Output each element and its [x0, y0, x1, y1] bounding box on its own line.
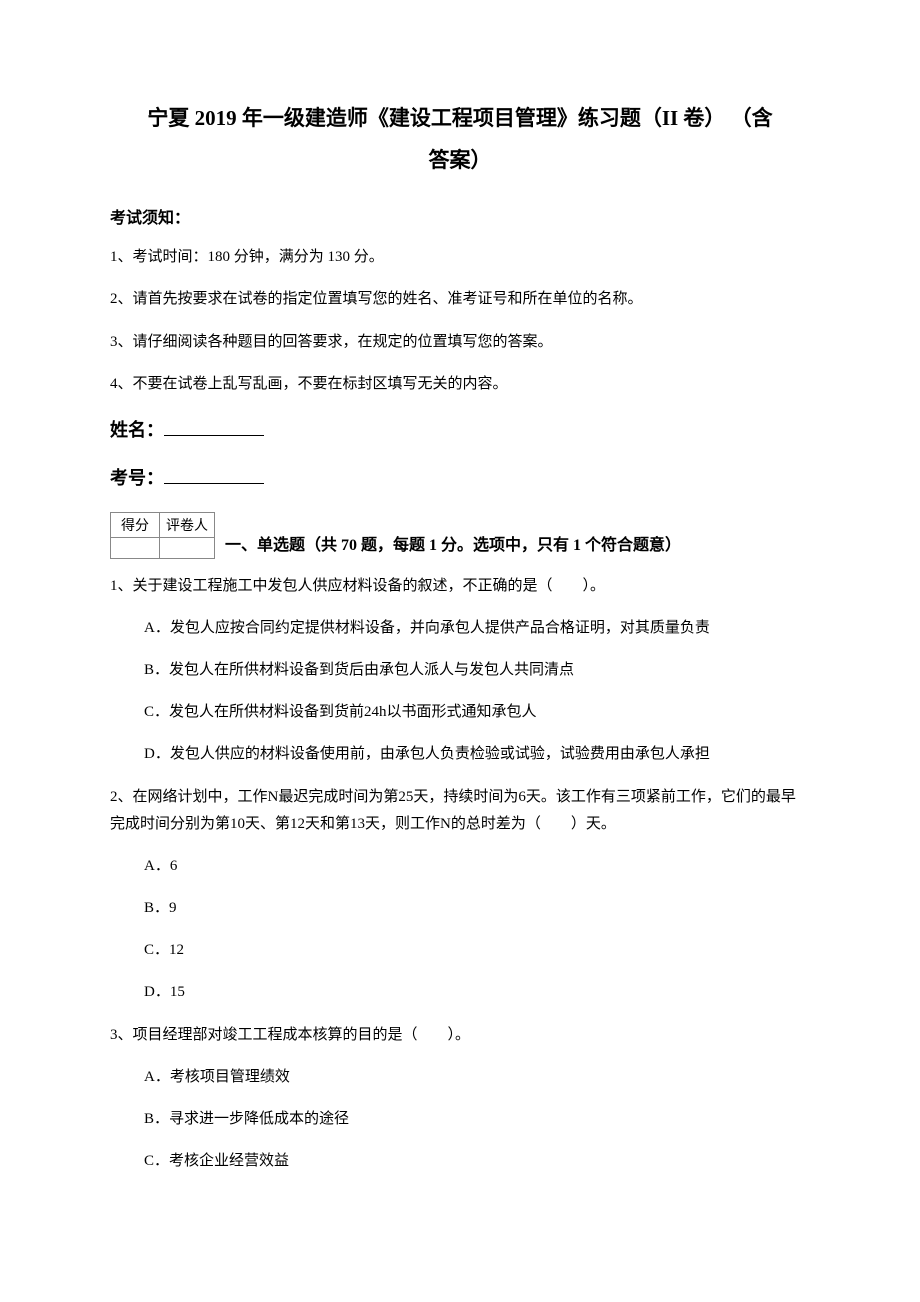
- question-option: C．考核企业经营效益: [144, 1149, 810, 1173]
- score-table: 得分 评卷人: [110, 512, 215, 559]
- question-stem: 3、项目经理部对竣工工程成本核算的目的是（ ）。: [110, 1022, 810, 1049]
- exam-page: 宁夏 2019 年一级建造师《建设工程项目管理》练习题（II 卷） （含 答案）…: [0, 0, 920, 1302]
- question-option: D．发包人供应的材料设备使用前，由承包人负责检验或试验，试验费用由承包人承担: [144, 742, 810, 766]
- instructions-header: 考试须知：: [110, 204, 810, 228]
- page-title-line2: 答案）: [110, 144, 810, 174]
- question-option: B．寻求进一步降低成本的途径: [144, 1107, 810, 1131]
- exam-no-input-line[interactable]: [164, 465, 264, 484]
- question-option: A．考核项目管理绩效: [144, 1065, 810, 1089]
- question-option: D．15: [144, 980, 810, 1004]
- question-option: B．9: [144, 896, 810, 920]
- instruction-item: 2、请首先按要求在试卷的指定位置填写您的姓名、准考证号和所在单位的名称。: [110, 288, 810, 311]
- exam-no-field-line: 考号：: [110, 464, 810, 490]
- question-option: C．发包人在所供材料设备到货前24h以书面形式通知承包人: [144, 700, 810, 724]
- instruction-item: 1、考试时间：180 分钟，满分为 130 分。: [110, 246, 810, 269]
- exam-no-label: 考号：: [110, 468, 164, 488]
- name-field-line: 姓名：: [110, 416, 810, 442]
- question-option: A．6: [144, 854, 810, 878]
- score-col-score: 得分: [111, 512, 160, 537]
- page-title-line1: 宁夏 2019 年一级建造师《建设工程项目管理》练习题（II 卷） （含: [110, 100, 810, 138]
- instruction-item: 3、请仔细阅读各种题目的回答要求，在规定的位置填写您的答案。: [110, 331, 810, 354]
- name-input-line[interactable]: [164, 417, 264, 436]
- question-stem: 1、关于建设工程施工中发包人供应材料设备的叙述，不正确的是（ ）。: [110, 573, 810, 600]
- name-label: 姓名：: [110, 420, 164, 440]
- question-stem: 2、在网络计划中，工作N最迟完成时间为第25天，持续时间为6天。该工作有三项紧前…: [110, 784, 810, 838]
- instruction-item: 4、不要在试卷上乱写乱画，不要在标封区填写无关的内容。: [110, 373, 810, 396]
- section-heading: 一、单选题（共 70 题，每题 1 分。选项中，只有 1 个符合题意）: [225, 537, 681, 554]
- score-col-marker: 评卷人: [160, 512, 215, 537]
- question-option: A．发包人应按合同约定提供材料设备，并向承包人提供产品合格证明，对其质量负责: [144, 616, 810, 640]
- score-cell-empty[interactable]: [111, 537, 160, 558]
- question-option: C．12: [144, 938, 810, 962]
- score-section-row: 得分 评卷人 一、单选题（共 70 题，每题 1 分。选项中，只有 1 个符合题…: [110, 512, 810, 559]
- question-option: B．发包人在所供材料设备到货后由承包人派人与发包人共同清点: [144, 658, 810, 682]
- marker-cell-empty[interactable]: [160, 537, 215, 558]
